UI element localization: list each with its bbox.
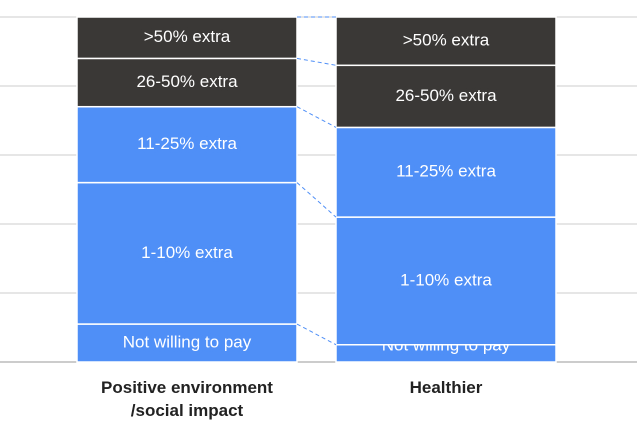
bar-segment <box>76 105 298 184</box>
bar-segment <box>335 64 557 129</box>
bar-segment <box>335 126 557 218</box>
segment-label: 11-25% extra <box>137 134 237 153</box>
segment-label: 1-10% extra <box>400 270 492 289</box>
x-tick-label: Healthier <box>409 378 483 397</box>
segment-label: >50% extra <box>144 27 231 46</box>
bar-segment <box>76 16 298 60</box>
connector <box>296 182 337 218</box>
bar-segment <box>76 323 298 363</box>
bar-segment <box>335 16 557 67</box>
segment-label: 1-10% extra <box>141 243 233 262</box>
connector <box>296 323 337 346</box>
segment-label: >50% extra <box>403 31 490 50</box>
bar-segment <box>76 181 298 325</box>
segment-label: 26-50% extra <box>395 86 497 105</box>
connector <box>296 57 337 66</box>
segment-label: 26-50% extra <box>136 72 238 91</box>
bar-segment <box>335 216 557 346</box>
segment-label: 11-25% extra <box>396 162 496 181</box>
connector <box>296 106 337 128</box>
segment-label: Not willing to pay <box>123 333 252 352</box>
x-tick-label: Positive environment /social impact <box>101 378 273 420</box>
